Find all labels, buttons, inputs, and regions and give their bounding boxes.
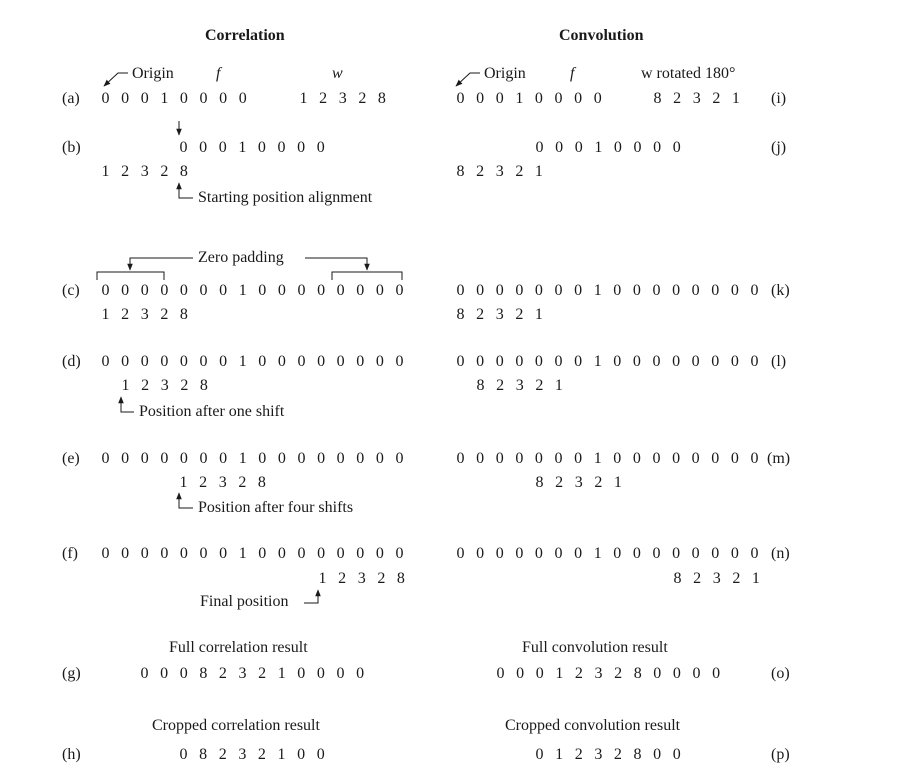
label-h: (h)	[62, 746, 81, 763]
start-align-label: Starting position alignment	[198, 189, 373, 206]
origin-label-right: Origin	[484, 65, 526, 82]
label-k: (k)	[771, 282, 790, 299]
full-conv-label: Full convolution result	[522, 639, 668, 656]
after-four-label: Position after four shifts	[198, 499, 354, 516]
zero-pad-bracket-left	[96, 271, 165, 280]
correlation-heading: Correlation	[205, 27, 285, 44]
after-four-arrow	[176, 492, 193, 509]
final-pos-arrow	[304, 589, 321, 604]
label-b: (b)	[62, 139, 81, 156]
label-m: (m)	[767, 450, 791, 467]
after-one-arrow	[118, 396, 134, 413]
crop-conv-label: Cropped convolution result	[505, 717, 681, 734]
origin-arrow-left	[103, 72, 128, 87]
label-a: (a)	[62, 90, 80, 107]
origin-arrow-right	[455, 72, 480, 87]
label-i: (i)	[771, 90, 787, 107]
full-corr-label: Full correlation result	[169, 639, 308, 656]
label-o: (o)	[771, 665, 790, 682]
label-c: (c)	[62, 282, 80, 299]
f-label-right: f	[570, 65, 575, 82]
label-p: (p)	[771, 746, 790, 763]
label-g: (g)	[62, 665, 81, 682]
crop-corr-label: Cropped correlation result	[152, 717, 320, 734]
w-rotated-label: w rotated 180°	[641, 65, 736, 82]
label-l: (l)	[771, 353, 787, 370]
zero-pad-line-right	[305, 257, 370, 271]
zero-pad-line-left	[127, 257, 193, 271]
label-d: (d)	[62, 353, 81, 370]
start-align-arrow	[176, 182, 193, 199]
label-n: (n)	[771, 545, 790, 562]
label-e: (e)	[62, 450, 80, 467]
zero-padding-label: Zero padding	[198, 249, 284, 266]
final-pos-label: Final position	[200, 593, 289, 610]
convolution-heading: Convolution	[559, 27, 644, 44]
w-label: w	[332, 65, 343, 82]
after-one-label: Position after one shift	[139, 403, 285, 420]
f-label-left: f	[216, 65, 221, 82]
label-f: (f)	[62, 545, 78, 562]
origin-label-left: Origin	[132, 65, 174, 82]
zero-pad-bracket-right	[331, 271, 403, 280]
label-j: (j)	[771, 139, 787, 156]
